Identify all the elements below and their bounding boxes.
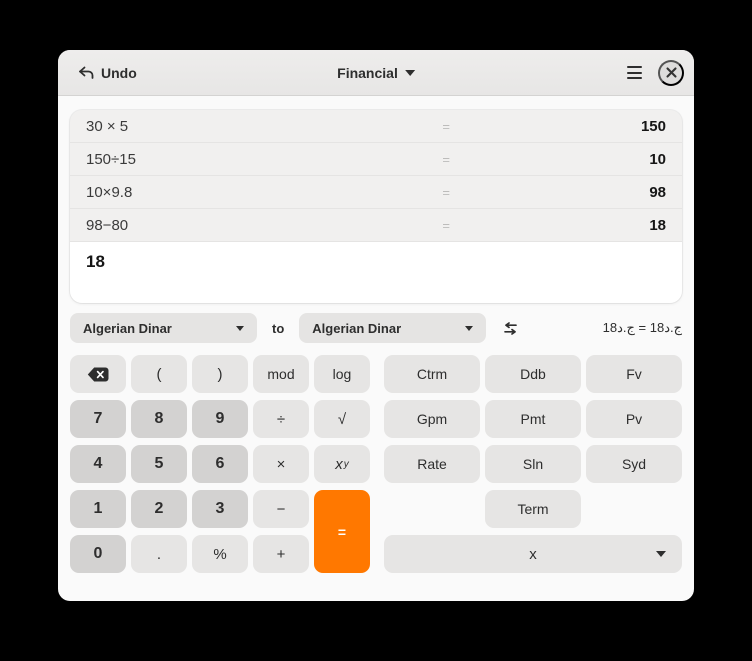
history-equals-sign: =	[442, 151, 450, 167]
rate-button[interactable]: Rate	[384, 445, 480, 483]
history-expression: 98−80	[86, 216, 129, 234]
history-result: 98	[649, 183, 666, 201]
backspace-icon	[87, 367, 109, 382]
undo-arrow-icon	[78, 66, 94, 80]
subtract-button[interactable]: −	[253, 490, 309, 528]
currency-from-value: Algerian Dinar	[83, 320, 172, 336]
chevron-down-icon	[404, 69, 415, 76]
digit-1-button[interactable]: 1	[70, 490, 126, 528]
titlebar: Undo Financial	[58, 50, 694, 96]
currency-to-value: Algerian Dinar	[312, 320, 402, 336]
power-exponent: y	[343, 458, 349, 470]
backspace-button[interactable]	[70, 355, 126, 393]
log-button[interactable]: log	[314, 355, 370, 393]
currency-bar: Algerian Dinar to Algerian Dinar 18د.ج =…	[70, 313, 682, 343]
close-paren-button[interactable]: )	[192, 355, 248, 393]
history-expression: 10×9.8	[86, 183, 133, 201]
chevron-down-icon	[465, 325, 474, 331]
display-panel: 30 × 5 = 150 150÷15 = 10 10×9.8 = 98 98−…	[70, 110, 682, 303]
power-base: x	[335, 455, 343, 473]
pv-button[interactable]: Pv	[586, 400, 682, 438]
entry-value: 18	[86, 252, 105, 271]
history-result: 10	[649, 150, 666, 168]
history-row[interactable]: 10×9.8 = 98	[70, 176, 682, 209]
digit-4-button[interactable]: 4	[70, 445, 126, 483]
variable-dropdown[interactable]: x	[384, 535, 682, 573]
ctrm-button[interactable]: Ctrm	[384, 355, 480, 393]
sln-button[interactable]: Sln	[485, 445, 581, 483]
history-result: 150	[640, 117, 666, 135]
square-root-button[interactable]: √	[314, 400, 370, 438]
term-button[interactable]: Term	[485, 490, 581, 528]
to-label: to	[272, 320, 285, 336]
equals-button[interactable]: =	[314, 490, 370, 573]
multiply-button[interactable]: ×	[253, 445, 309, 483]
digit-2-button[interactable]: 2	[131, 490, 187, 528]
history-equals-sign: =	[442, 118, 450, 134]
variable-value: x	[529, 545, 537, 563]
pmt-button[interactable]: Pmt	[485, 400, 581, 438]
swap-arrows-icon	[503, 321, 518, 335]
digit-5-button[interactable]: 5	[131, 445, 187, 483]
decimal-point-button[interactable]: .	[131, 535, 187, 573]
ddb-button[interactable]: Ddb	[485, 355, 581, 393]
digit-0-button[interactable]: 0	[70, 535, 126, 573]
undo-label: Undo	[101, 64, 137, 81]
financial-keypad: Ctrm Ddb Fv Gpm Pmt Pv Rate Sln Syd Term…	[384, 355, 682, 573]
gpm-button[interactable]: Gpm	[384, 400, 480, 438]
add-button[interactable]: +	[253, 535, 309, 573]
mode-dropdown-button[interactable]: Financial	[327, 60, 425, 86]
digit-6-button[interactable]: 6	[192, 445, 248, 483]
history-expression: 150÷15	[86, 150, 136, 168]
digit-7-button[interactable]: 7	[70, 400, 126, 438]
divide-button[interactable]: ÷	[253, 400, 309, 438]
close-button[interactable]	[658, 59, 684, 86]
currency-to-dropdown[interactable]: Algerian Dinar	[299, 313, 487, 343]
exchange-rate-label: 18د.ج = 18د.ج	[602, 320, 682, 335]
history-result: 18	[649, 216, 666, 234]
undo-button[interactable]: Undo	[68, 60, 147, 86]
digit-3-button[interactable]: 3	[192, 490, 248, 528]
history-equals-sign: =	[442, 184, 450, 200]
syd-button[interactable]: Syd	[586, 445, 682, 483]
fv-button[interactable]: Fv	[586, 355, 682, 393]
history-row[interactable]: 98−80 = 18	[70, 209, 682, 242]
close-icon	[665, 67, 677, 78]
calculator-window: Undo Financial 30 × 5 = 150	[58, 50, 694, 601]
mod-button[interactable]: mod	[253, 355, 309, 393]
history-row[interactable]: 150÷15 = 10	[70, 143, 682, 176]
entry-area[interactable]: 18	[70, 242, 682, 303]
history-expression: 30 × 5	[86, 117, 129, 135]
chevron-down-icon	[656, 551, 666, 557]
currency-from-dropdown[interactable]: Algerian Dinar	[70, 313, 257, 343]
digit-9-button[interactable]: 9	[192, 400, 248, 438]
swap-currencies-button[interactable]	[503, 321, 518, 335]
chevron-down-icon	[236, 325, 244, 331]
percent-button[interactable]: %	[192, 535, 248, 573]
open-paren-button[interactable]: (	[131, 355, 187, 393]
mode-label: Financial	[337, 64, 398, 81]
hamburger-menu-button[interactable]	[623, 60, 646, 85]
digit-8-button[interactable]: 8	[131, 400, 187, 438]
history-row[interactable]: 30 × 5 = 150	[70, 110, 682, 143]
history-equals-sign: =	[442, 217, 450, 233]
